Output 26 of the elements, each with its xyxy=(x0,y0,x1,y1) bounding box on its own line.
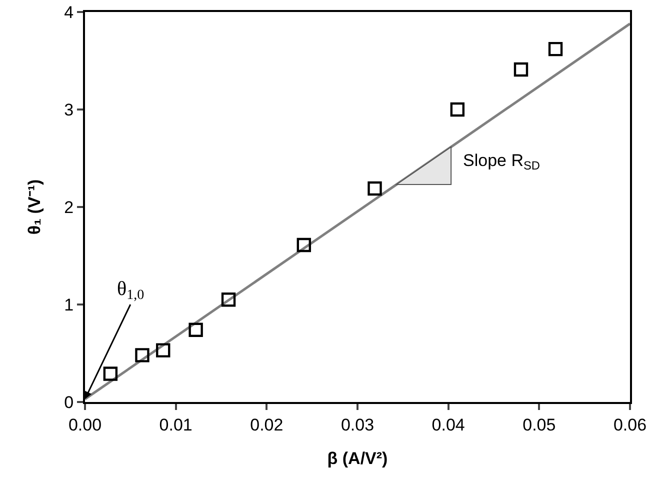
point xyxy=(156,343,170,358)
x-tick-label: 0.03 xyxy=(340,415,374,434)
y-tick-label: 2 xyxy=(64,198,74,217)
point xyxy=(103,366,118,381)
point xyxy=(135,348,150,362)
point xyxy=(548,42,563,56)
annotation: Slope R$_{SD}$ xyxy=(463,151,540,173)
x-tick-label: 0.05 xyxy=(522,415,556,434)
x-axis-title: β (A/V²) xyxy=(327,449,388,468)
point xyxy=(514,62,528,77)
annotation: θ$_{1,0}$ xyxy=(117,278,144,304)
y-tick-label: 3 xyxy=(64,100,74,120)
x-tick-label: 0.04 xyxy=(432,415,465,434)
x-tick-label: 0.00 xyxy=(68,415,102,434)
point xyxy=(188,322,203,337)
x-tick-label: 0.01 xyxy=(159,415,192,434)
y-axis-title: θ₁ (V⁻¹) xyxy=(25,179,44,235)
point xyxy=(296,238,312,252)
x-tick-label: 0.02 xyxy=(250,415,284,434)
point xyxy=(450,102,465,117)
y-tick-label: 4 xyxy=(64,2,74,22)
y-tick-label: 1 xyxy=(64,295,74,314)
point xyxy=(221,292,236,307)
x-tick-label: 0.06 xyxy=(613,415,647,434)
point xyxy=(368,181,382,196)
y-tick-label: 0 xyxy=(64,392,74,412)
